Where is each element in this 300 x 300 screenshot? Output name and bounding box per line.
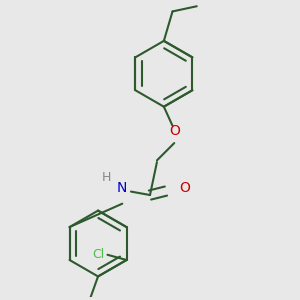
Text: H: H: [102, 171, 111, 184]
Text: N: N: [117, 181, 128, 195]
Text: Cl: Cl: [93, 248, 105, 261]
Text: O: O: [169, 124, 180, 138]
Text: O: O: [179, 181, 190, 195]
